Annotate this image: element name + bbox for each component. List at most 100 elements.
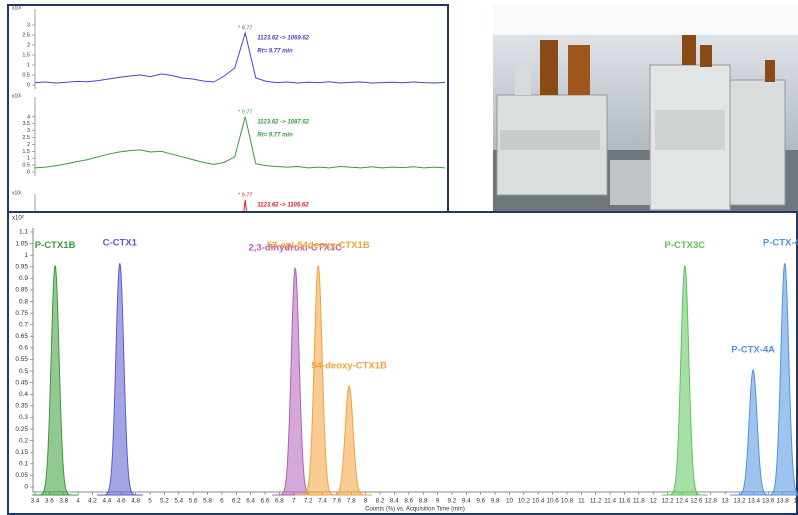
x-tick-label: 13.2: [733, 498, 746, 505]
y-tick-label: 2: [27, 42, 30, 48]
annotation: Rt= 9.77 min: [257, 49, 293, 55]
x-tick-label: 8.4: [390, 498, 399, 505]
x-tick-label: 13.8: [776, 498, 789, 505]
peak: [96, 263, 143, 496]
y-tick-label: 0.6: [19, 345, 28, 352]
y-tick-label: 3: [27, 128, 30, 134]
trace-line: [34, 31, 446, 84]
x-tick-label: 6.4: [246, 498, 255, 505]
x-tick-label: 6.2: [232, 498, 241, 505]
x-tick-label: 8.6: [404, 498, 413, 505]
x-axis-label: Counts (%) vs. Acquisition Time (min): [365, 507, 465, 513]
x-tick-label: 6.8: [275, 498, 284, 505]
y-tick-label: 1.05: [15, 240, 28, 247]
y-tick-label: 3: [27, 22, 30, 28]
x-tick-label: 7: [292, 498, 296, 505]
annotation: 1123.62 -> 1069.62: [257, 36, 309, 42]
peak-name: 2,3-dihydroxi-CTX3C: [249, 242, 343, 253]
x-tick-label: 12.2: [661, 498, 674, 505]
x-tick-label: 4.4: [103, 498, 112, 505]
peak-name: P-CTX1B: [35, 240, 76, 251]
trace-panel: [7, 4, 449, 213]
x-tick-label: 6: [220, 498, 224, 505]
y-tick-label: 4: [27, 114, 30, 120]
y-tick-label: 0.8: [19, 298, 28, 305]
y-tick-label: 0.15: [15, 449, 28, 456]
x-tick-label: 9.4: [462, 498, 471, 505]
x-tick-label: 10: [506, 498, 514, 505]
y-unit: x10²: [12, 216, 24, 222]
x-tick-label: 5.2: [160, 498, 169, 505]
x-tick-label: 6.6: [261, 498, 270, 505]
y-tick-label: 1: [27, 62, 30, 68]
x-tick-label: 9: [436, 498, 440, 505]
y-tick-label: 0.65: [15, 333, 28, 340]
peak: [326, 384, 373, 496]
x-tick-label: 9.2: [448, 498, 457, 505]
x-tick-label: 3.6: [45, 498, 54, 505]
x-tick-label: 7.2: [304, 498, 313, 505]
y-tick-label: 0.7: [19, 321, 28, 328]
y-tick-label: 0: [27, 82, 30, 88]
y-tick-label: 1.5: [22, 52, 30, 58]
x-tick-label: 11.8: [633, 498, 645, 505]
y-tick-label: 0.85: [15, 287, 28, 294]
x-tick-label: 11.6: [619, 498, 631, 505]
x-tick-label: 13.4: [748, 498, 761, 505]
x-tick-label: 12.4: [676, 498, 689, 505]
y-tick-label: 0: [27, 169, 30, 175]
annotation: 1123.62 -> 1087.62: [257, 119, 309, 125]
y-tick-label: 0.4: [19, 391, 28, 398]
x-tick-label: 8.8: [419, 498, 428, 505]
y-tick-label: 1: [24, 252, 28, 259]
y-tick-label: 0.9: [19, 275, 28, 282]
x-tick-label: 10.2: [518, 498, 531, 505]
y-unit: x10¹: [12, 93, 22, 99]
x-tick-label: 9.8: [491, 498, 500, 505]
x-tick-label: 12.8: [705, 498, 718, 505]
x-tick-label: 14: [793, 498, 798, 505]
y-tick-label: 1.5: [22, 149, 30, 155]
y-tick-label: 1.1: [19, 229, 28, 236]
y-tick-label: 0.55: [15, 356, 28, 363]
main-chart: x10² 0 0.05 0.1 0.15 0.2 0.25 0.3 0.35 0.4 0.45 0.5…: [12, 216, 798, 513]
peak-name: P-CTX-4A: [731, 344, 775, 355]
x-tick-label: 4.6: [117, 498, 126, 505]
peak: [761, 263, 798, 496]
y-unit: x10¹: [12, 5, 22, 11]
peak: [32, 265, 79, 496]
trace-line: [34, 116, 446, 169]
y-tick-label: 1: [27, 156, 30, 162]
x-tick-label: 10.4: [532, 498, 545, 505]
x-tick-label: 12.6: [690, 498, 703, 505]
annotation: Rt= 9.77 min: [257, 132, 293, 138]
y-tick-label: 2: [27, 142, 30, 148]
x-tick-label: 7.4: [318, 498, 327, 505]
x-tick-label: 4.8: [131, 498, 140, 505]
y-tick-label: 0.25: [15, 426, 28, 433]
y-tick-label: 0.2: [19, 437, 28, 444]
peak-name: 54-deoxy-CTX1B: [311, 361, 387, 372]
x-tick-label: 7.6: [333, 498, 342, 505]
peak-name: P-CTX3C: [665, 240, 706, 251]
x-tick-label: 3.4: [31, 498, 40, 505]
y-tick-label: 0: [24, 484, 28, 491]
x-tick-label: 11.4: [604, 498, 616, 505]
x-tick-label: 4: [76, 498, 80, 505]
peak-name: 52-epi-54deoxy-CTX1B: [267, 240, 370, 251]
y-unit: x10¹: [12, 190, 22, 196]
x-tick-label: 5.8: [203, 498, 212, 505]
y-tick-label: 0.75: [15, 310, 28, 317]
x-tick-label: 3.8: [59, 498, 68, 505]
x-tick-label: 10.6: [546, 498, 559, 505]
peak-label: * 9.77: [238, 192, 252, 198]
y-tick-label: 0.45: [15, 379, 28, 386]
peak-name: P-CTX-4B: [763, 238, 798, 249]
peak: [661, 265, 708, 496]
y-tick-label: 2.5: [22, 32, 30, 38]
y-tick-label: 0.05: [15, 472, 28, 479]
x-tick-label: 13.6: [762, 498, 775, 505]
